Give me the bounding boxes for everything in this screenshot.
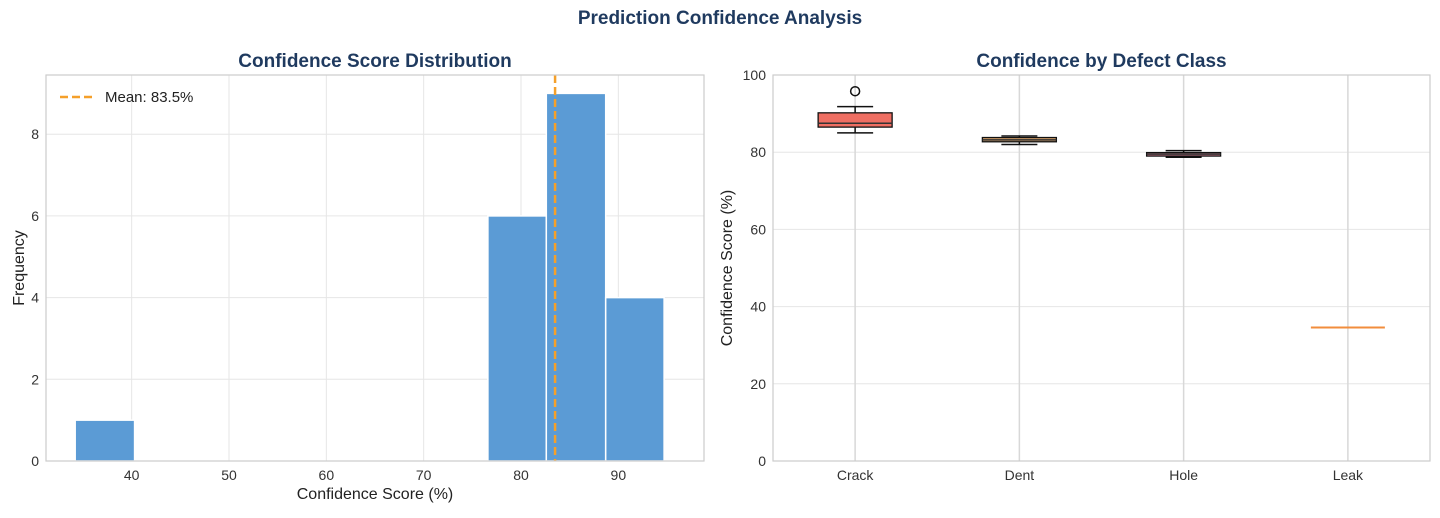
box-y-tick-label: 80 (750, 144, 766, 160)
hist-y-tick-label: 2 (31, 371, 39, 387)
box-x-tick-label: Crack (837, 467, 875, 483)
box-flier (849, 85, 861, 97)
hist-x-tick-label: 40 (124, 467, 140, 483)
box-y-tick-label: 100 (743, 67, 767, 83)
box-y-tick-label: 60 (750, 221, 766, 237)
hist-y-tick-label: 8 (31, 126, 39, 142)
hist-y-tick-label: 6 (31, 208, 39, 224)
box-title: Confidence by Defect Class (976, 51, 1226, 72)
figure-suptitle: Prediction Confidence Analysis (578, 8, 862, 29)
hist-bar (74, 419, 136, 462)
hist-x-tick-label: 70 (416, 467, 432, 483)
hist-bar (487, 215, 548, 462)
box-x-tick-label: Dent (1005, 467, 1035, 483)
box-y-tick-label: 20 (750, 376, 766, 392)
box-iqr (817, 112, 893, 128)
hist-axes-frame (45, 74, 705, 462)
box-y-tick-label: 40 (750, 299, 766, 315)
box-x-tick-label: Hole (1169, 467, 1198, 483)
box-plot-area (773, 75, 1430, 461)
hist-y-tick-label: 0 (31, 453, 39, 469)
box-x-tick-label: Leak (1333, 467, 1364, 483)
hist-x-tick-label: 60 (319, 467, 335, 483)
box-ylabel: Confidence Score (%) (719, 190, 736, 347)
hist-x-tick-label: 90 (611, 467, 627, 483)
hist-ylabel: Frequency (11, 230, 28, 306)
legend-mean-label: Mean: 83.5% (105, 89, 193, 106)
box-axes-frame (772, 74, 1431, 462)
hist-y-tick-label: 4 (31, 290, 39, 306)
hist-x-tick-label: 80 (513, 467, 529, 483)
hist-x-tick-label: 50 (221, 467, 237, 483)
hist-xlabel: Confidence Score (%) (297, 486, 454, 503)
hist-title: Confidence Score Distribution (238, 51, 511, 72)
hist-bar (604, 296, 665, 462)
box-y-tick-label: 0 (758, 453, 766, 469)
